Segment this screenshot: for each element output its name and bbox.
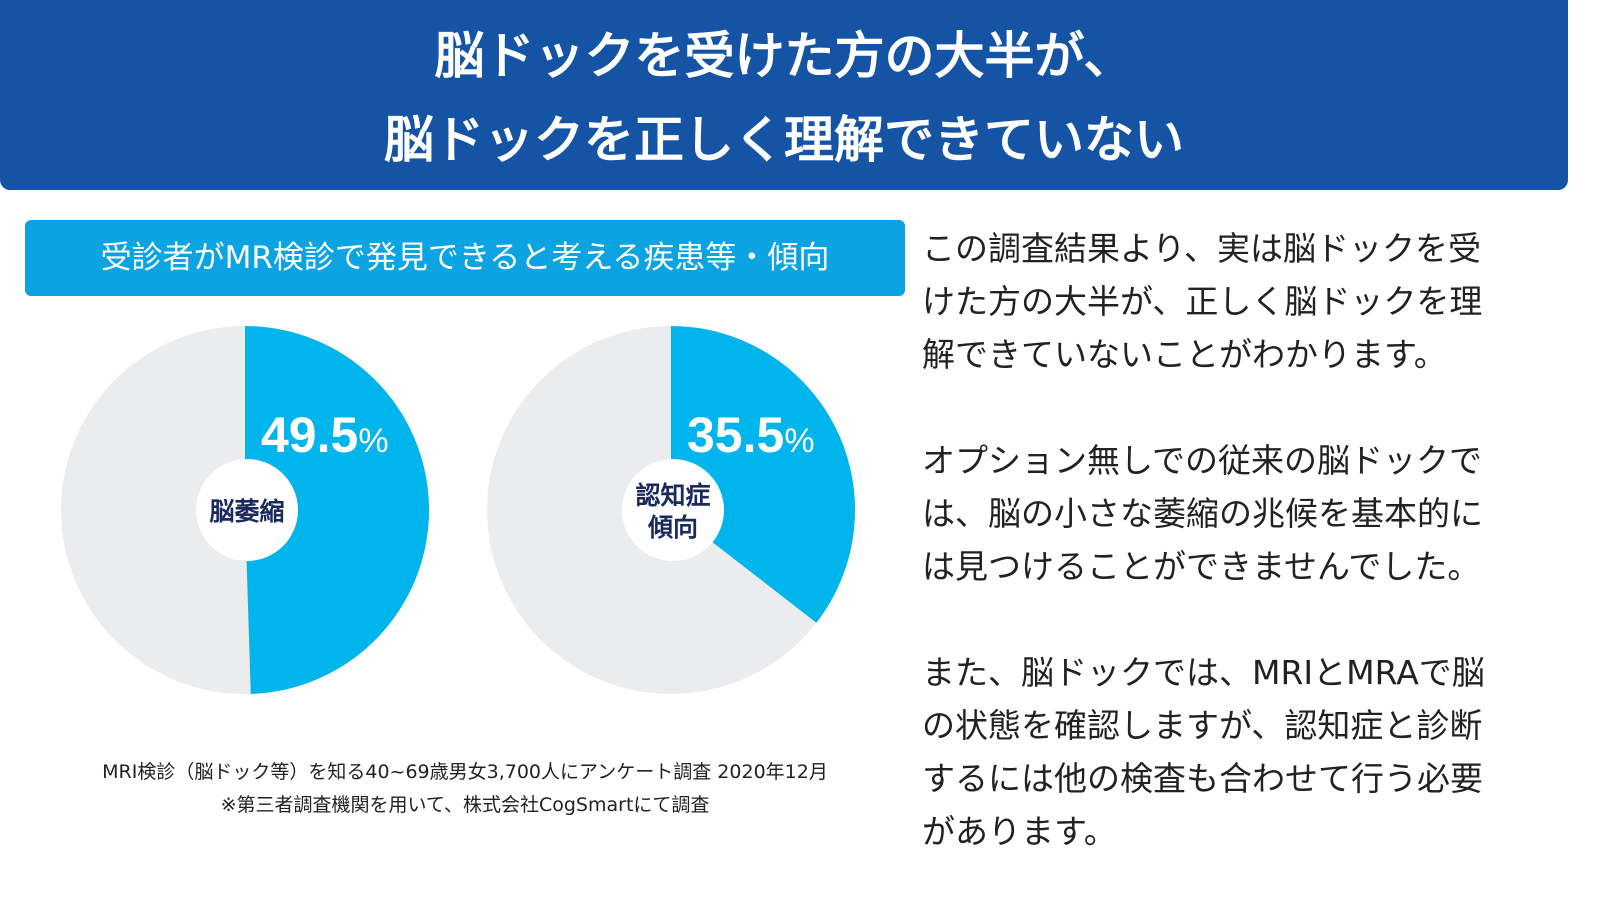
note-line: ※第三者調査機関を用いて、株式会社CogSmartにて調査 <box>220 794 710 816</box>
paragraph: この調査結果より、実は脳ドックを受 けた方の大半が、正しく脳ドックを理 解できていな… <box>922 229 1483 374</box>
page-header: 脳ドックを受けた方の大半が、 脳ドックを正しく理解できていない <box>0 0 1568 190</box>
pie-center-circle <box>622 459 724 561</box>
category-label: 傾向 <box>647 513 698 542</box>
survey-note: MRI検診（脳ドック等）を知る40~69歳男女3,700人にアンケート調査 20… <box>25 756 905 822</box>
pie-slice <box>245 326 430 694</box>
chart-section-title: 受診者がMR検診で発見できると考える疾患等・傾向 <box>25 220 905 296</box>
category-label: 脳萎縮 <box>209 497 284 526</box>
pie-center-circle <box>196 459 298 561</box>
paragraph: また、脳ドックでは、MRIとMRAで脳 の状態を確認しますが、認知症と診断 するには… <box>922 653 1485 851</box>
note-line: MRI検診（脳ドック等）を知る40~69歳男女3,700人にアンケート調査 20… <box>102 761 828 783</box>
paragraph: オプション無しでの従来の脳ドックで は、脳の小さな萎縮の兆候を基本的に は見つけるこ… <box>922 441 1483 586</box>
body-text: この調査結果より、実は脳ドックを受 けた方の大半が、正しく脳ドックを理 解できていな… <box>922 222 1582 911</box>
value-label: 49.5% <box>261 407 389 463</box>
category-label: 認知症 <box>635 481 710 510</box>
header-line: 脳ドックを正しく理解できていない <box>384 111 1184 169</box>
pie-slice <box>671 326 856 623</box>
header-line: 脳ドックを受けた方の大半が、 <box>434 27 1134 85</box>
